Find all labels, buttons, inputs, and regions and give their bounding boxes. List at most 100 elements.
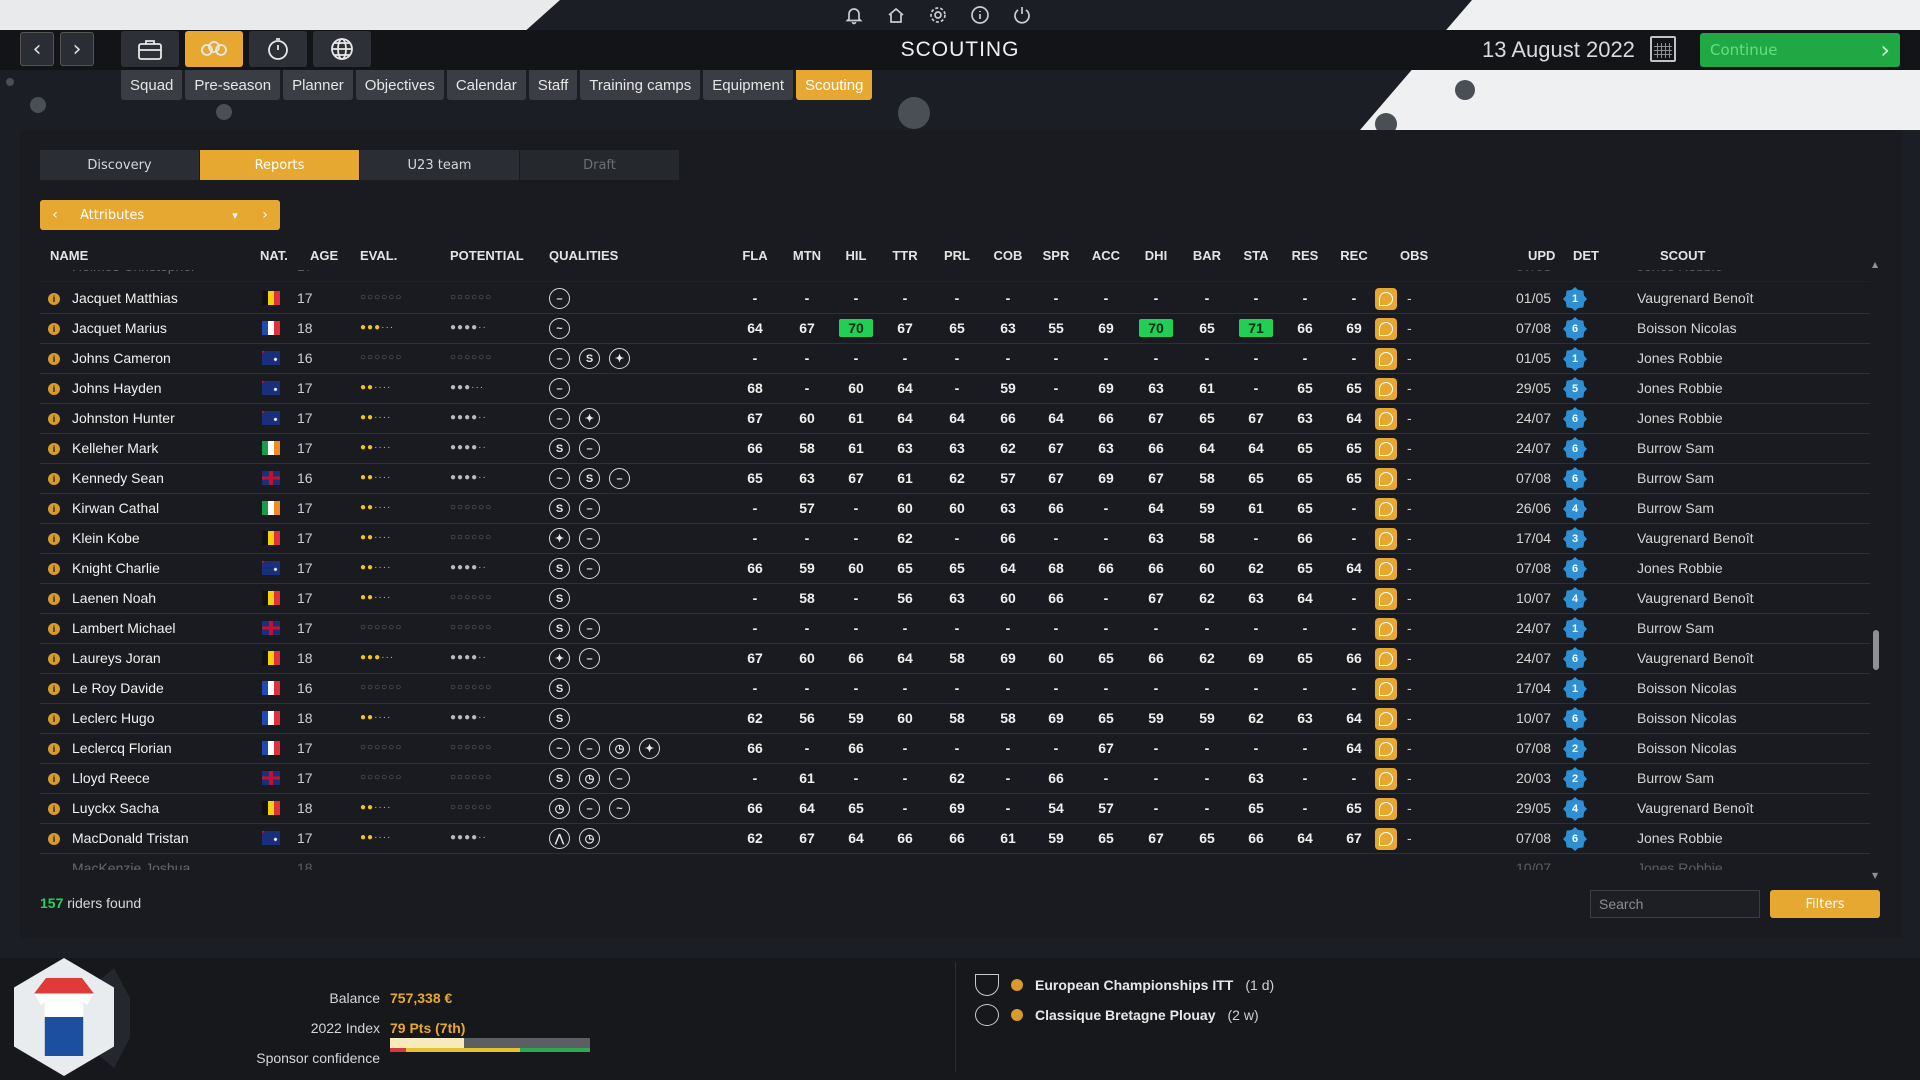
subtab-discovery[interactable]: Discovery [40, 150, 200, 180]
info-icon[interactable]: i [48, 353, 60, 365]
filters-button[interactable]: Filters [1770, 890, 1880, 918]
scroll-up-icon[interactable]: ▲ [1872, 260, 1879, 269]
column-header[interactable]: FLA [742, 248, 768, 263]
back-button[interactable]: ‹ [20, 32, 54, 66]
table-row[interactable]: i Kirwan Cathal 17 ●●···· ○○○○○○ S – - 57 - 60 60 63… [40, 494, 1870, 524]
table-row[interactable]: i Knight Charlie 17 ●●···· ●●●●·· S – 66 59 60 65 6… [40, 554, 1870, 584]
table-row[interactable]: i Lloyd Reece 17 ○○○○○○ ○○○○○○ S ◷ – - 61 - - 62 - 66 -… [40, 764, 1870, 794]
observation-icon[interactable] [1375, 318, 1397, 340]
table-row[interactable]: i Johns Cameron 16 ○○○○○○ ○○○○○○ – S ✦ - - - - - - - - -… [40, 344, 1870, 374]
quality-icon[interactable]: – [549, 348, 570, 369]
quality-icon[interactable]: S [549, 678, 570, 699]
observation-icon[interactable] [1375, 618, 1397, 640]
quality-icon[interactable]: S [549, 438, 570, 459]
observation-icon[interactable] [1375, 288, 1397, 310]
table-row[interactable]: i Kelleher Mark 17 ●●···· ●●●●·· S – 66 58 61 63 63… [40, 434, 1870, 464]
quality-icon[interactable]: ✦ [549, 648, 570, 669]
observation-icon[interactable] [1375, 738, 1397, 760]
chevron-right-icon[interactable]: › [262, 207, 268, 223]
observation-icon[interactable] [1375, 558, 1397, 580]
quality-icon[interactable]: ~ [549, 468, 570, 489]
quality-icon[interactable]: ◷ [579, 828, 600, 849]
observation-icon[interactable] [1375, 408, 1397, 430]
table-row[interactable]: MacKenzie Joshua 18 10/07 Jones Robbie [40, 854, 1870, 870]
table-row[interactable]: i Leclercq Florian 17 ○○○○○○ ○○○○○○ ~ – ◷ ✦ 66 - 66… [40, 734, 1870, 764]
table-row[interactable]: i Lambert Michael 17 ○○○○○○ ○○○○○○ S – - - - - - - - -… [40, 614, 1870, 644]
quality-icon[interactable]: ~ [609, 798, 630, 819]
globe-icon[interactable] [313, 31, 371, 67]
tab-squad[interactable]: Squad [121, 70, 183, 100]
quality-icon[interactable]: – [549, 288, 570, 309]
quality-icon[interactable]: – [549, 378, 570, 399]
observation-icon[interactable] [1375, 708, 1397, 730]
tab-staff[interactable]: Staff [528, 70, 578, 100]
quality-icon[interactable]: – [579, 738, 600, 759]
quality-icon[interactable]: – [579, 558, 600, 579]
info-icon[interactable]: i [48, 623, 60, 635]
continue-button[interactable]: Continue › [1700, 33, 1900, 67]
info-icon[interactable]: i [48, 803, 60, 815]
table-row[interactable]: i Johns Hayden 17 ●●···· ●●●··· – 68 - 60 64 - 59 - 6… [40, 374, 1870, 404]
quality-icon[interactable]: S [549, 498, 570, 519]
observation-icon[interactable] [1375, 348, 1397, 370]
column-header[interactable]: QUALITIES [549, 248, 619, 263]
gear-icon[interactable] [924, 1, 952, 29]
quality-icon[interactable]: S [549, 708, 570, 729]
forward-button[interactable]: › [60, 32, 94, 66]
tab-calendar[interactable]: Calendar [446, 70, 526, 100]
column-header[interactable]: BAR [1192, 248, 1222, 263]
table-scrollbar[interactable]: ▲ ▼ [1872, 260, 1879, 880]
subtab-reports[interactable]: Reports [200, 150, 360, 180]
info-icon[interactable]: i [48, 533, 60, 545]
info-icon[interactable]: i [48, 563, 60, 575]
observation-icon[interactable] [1375, 498, 1397, 520]
quality-icon[interactable]: – [549, 408, 570, 429]
tab-scouting[interactable]: Scouting [796, 70, 873, 100]
quality-icon[interactable]: S [549, 588, 570, 609]
observation-icon[interactable] [1375, 678, 1397, 700]
tab-pre-season[interactable]: Pre-season [185, 70, 281, 100]
quality-icon[interactable]: – [579, 618, 600, 639]
scrollbar-thumb[interactable] [1873, 630, 1879, 670]
quality-icon[interactable]: – [579, 528, 600, 549]
power-icon[interactable] [1008, 1, 1036, 29]
observation-icon[interactable] [1375, 468, 1397, 490]
tab-equipment[interactable]: Equipment [703, 70, 793, 100]
table-row[interactable]: i Laureys Joran 18 ●●●··· ●●●●·· ✦ – 67 60 66 64 58… [40, 644, 1870, 674]
info-icon[interactable]: i [48, 443, 60, 455]
info-icon[interactable]: i [48, 473, 60, 485]
observation-icon[interactable] [1375, 588, 1397, 610]
info-icon[interactable]: i [48, 383, 60, 395]
info-icon[interactable]: i [48, 683, 60, 695]
column-header[interactable]: EVAL. [360, 248, 398, 263]
quality-icon[interactable]: ✦ [579, 408, 600, 429]
column-header[interactable]: DET [1573, 248, 1599, 263]
info-icon[interactable]: i [48, 773, 60, 785]
info-icon[interactable]: i [48, 713, 60, 725]
quality-icon[interactable]: ✦ [609, 348, 630, 369]
column-header[interactable]: AGE [310, 248, 339, 263]
quality-icon[interactable]: – [579, 498, 600, 519]
column-header[interactable]: NAT. [260, 248, 288, 263]
quality-icon[interactable]: ⋀ [549, 828, 570, 849]
quality-icon[interactable]: S [579, 348, 600, 369]
info-icon[interactable]: i [48, 653, 60, 665]
column-header[interactable]: TTR [892, 248, 918, 263]
info-icon[interactable]: i [48, 743, 60, 755]
column-header[interactable]: HIL [845, 248, 867, 263]
quality-icon[interactable]: ~ [549, 738, 570, 759]
info-icon[interactable] [966, 1, 994, 29]
scroll-down-icon[interactable]: ▼ [1872, 871, 1879, 880]
observation-icon[interactable] [1375, 768, 1397, 790]
column-header[interactable]: ACC [1091, 248, 1121, 263]
quality-icon[interactable]: S [549, 558, 570, 579]
quality-icon[interactable]: S [579, 468, 600, 489]
observation-icon[interactable] [1375, 648, 1397, 670]
column-header[interactable]: PRL [944, 248, 970, 263]
chevron-left-icon[interactable]: ‹ [52, 207, 58, 223]
column-header[interactable]: OBS [1400, 248, 1429, 263]
search-input[interactable] [1590, 890, 1760, 918]
table-row[interactable]: i Jacquet Marius 18 ●●●··· ●●●●·· ~64 67 70 67 65… [40, 314, 1870, 344]
info-icon[interactable]: i [48, 293, 60, 305]
column-header[interactable]: RES [1291, 248, 1319, 263]
